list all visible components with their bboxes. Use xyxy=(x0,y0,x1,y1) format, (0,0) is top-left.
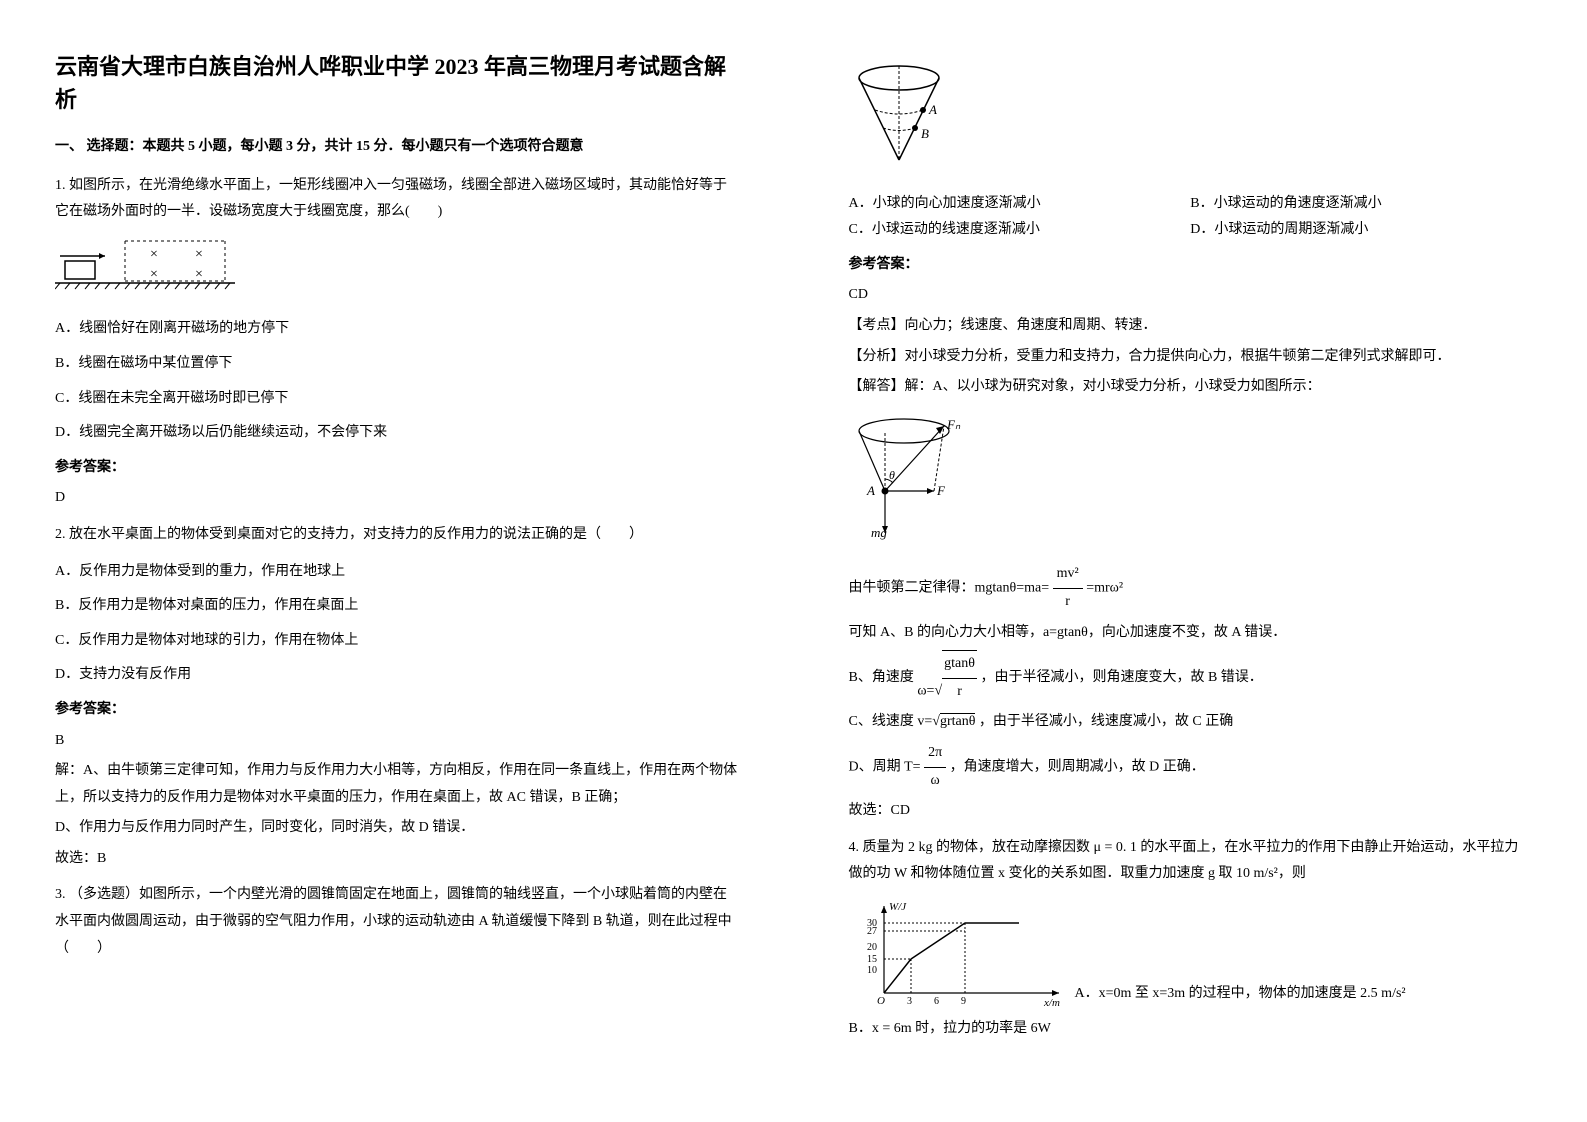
q3-solve1b: =mrω² xyxy=(1086,581,1123,596)
q1-answer: D xyxy=(55,485,739,512)
svg-text:Fₙ: Fₙ xyxy=(946,417,961,432)
svg-text:A: A xyxy=(866,483,875,498)
q3-solve-head: 【解答】解：A、以小球为研究对象，对小球受力分析，小球受力如图所示： xyxy=(849,374,1533,401)
q3-option-b: B．小球运动的角速度逐渐减小 xyxy=(1190,191,1532,218)
q3-solve4b: ，由于半径减小，线速度减小，故 C 正确 xyxy=(979,714,1233,729)
q3-kp: 【考点】向心力；线速度、角速度和周期、转速． xyxy=(849,313,1533,340)
formula-v: v=√grtanθ xyxy=(917,713,975,729)
q2-exp3: 故选：B xyxy=(55,846,739,873)
formula-omega: ω=√gtanθr xyxy=(917,650,977,705)
svg-text:×: × xyxy=(195,267,203,282)
q3-option-d: D．小球运动的周期逐渐减小 xyxy=(1190,217,1532,244)
q2-exp2: D、作用力与反作用力同时产生，同时变化，同时消失，故 D 错误． xyxy=(55,815,739,842)
left-column: 云南省大理市白族自治州人哗职业中学 2023 年高三物理月考试题含解析 一、 选… xyxy=(0,0,794,1122)
q3-analysis: 【分析】对小球受力分析，受重力和支持力，合力提供向心力，根据牛顿第二定律列式求解… xyxy=(849,344,1533,371)
q3-solve3b: ，由于半径减小，则角速度变大，故 B 错误． xyxy=(980,670,1262,685)
ytick-20: 20 xyxy=(867,942,877,953)
q3-solve3: B、角速度 ω=√gtanθr ，由于半径减小，则角速度变大，故 B 错误． xyxy=(849,650,1533,705)
q3-solve5a: D、周期 T= xyxy=(849,759,921,774)
formula-period: 2π ω xyxy=(924,740,946,794)
graph-ylabel: W/J xyxy=(889,901,907,913)
q4-option-a: A．x=0m 至 x=3m 的过程中，物体的加速度是 2.5 m/s² xyxy=(1075,981,1406,1008)
q1-answer-label: 参考答案： xyxy=(55,455,739,482)
q2-stem: 2. 放在水平桌面上的物体受到桌面对它的支持力，对支持力的反作用力的说法正确的是… xyxy=(55,522,739,549)
q2-option-a: A．反作用力是物体受到的重力，作用在地球上 xyxy=(55,559,739,586)
q2-answer-label: 参考答案： xyxy=(55,697,739,724)
q4-stem: 4. 质量为 2 kg 的物体，放在动摩擦因数 μ = 0. 1 的水平面上，在… xyxy=(849,835,1533,888)
graph-xlabel: x/m xyxy=(1043,997,1060,1008)
document-title: 云南省大理市白族自治州人哗职业中学 2023 年高三物理月考试题含解析 xyxy=(55,50,739,116)
q1-option-a: A．线圈恰好在刚离开磁场的地方停下 xyxy=(55,316,739,343)
q3-solve2: 可知 A、B 的向心力大小相等，a=gtanθ，向心加速度不变，故 A 错误． xyxy=(849,620,1533,647)
q3-option-a: A．小球的向心加速度逐渐减小 xyxy=(849,191,1191,218)
q4-graph: W/J x/m 30 27 20 15 10 O 3 6 9 xyxy=(849,898,1069,1008)
q3-solve4a: C、线速度 xyxy=(849,714,914,729)
q3-answer: CD xyxy=(849,282,1533,309)
svg-text:mg: mg xyxy=(871,525,887,540)
q1-option-b: B．线圈在磁场中某位置停下 xyxy=(55,351,739,378)
ytick-27: 27 xyxy=(867,926,877,937)
q3-solve4: C、线速度 v=√grtanθ ，由于半径减小，线速度减小，故 C 正确 xyxy=(849,709,1533,736)
svg-text:×: × xyxy=(150,247,158,262)
svg-text:B: B xyxy=(921,126,929,141)
q3-solve5: D、周期 T= 2π ω ，角速度增大，则周期减小，故 D 正确． xyxy=(849,740,1533,794)
svg-text:A: A xyxy=(928,102,937,117)
q1-diagram: × × × × xyxy=(55,236,739,307)
q3-solve5b: ，角速度增大，则周期减小，故 D 正确． xyxy=(950,759,1205,774)
section-heading: 一、 选择题：本题共 5 小题，每小题 3 分，共计 15 分．每小题只有一个选… xyxy=(55,134,739,161)
q2-exp1: 解：A、由牛顿第三定律可知，作用力与反作用力大小相等，方向相反，作用在同一条直线… xyxy=(55,758,739,811)
q3-solve1a: 由牛顿第二定律得：mgtanθ=ma= xyxy=(849,581,1050,596)
q1-stem: 1. 如图所示，在光滑绝缘水平面上，一矩形线圈冲入一匀强磁场，线圈全部进入磁场区… xyxy=(55,173,739,226)
right-column: A B A．小球的向心加速度逐渐减小 B．小球运动的角速度逐渐减小 C．小球运动… xyxy=(794,0,1587,1122)
q2-option-c: C．反作用力是物体对地球的引力，作用在物体上 xyxy=(55,628,739,655)
q3-options-row2: C．小球运动的线速度逐渐减小 D．小球运动的周期逐渐减小 xyxy=(849,217,1533,244)
q3-solve3a: B、角速度 xyxy=(849,670,914,685)
q2-answer: B xyxy=(55,728,739,755)
q3-force-diagram: θ Fₙ F mg A xyxy=(849,411,1533,552)
q1-option-c: C．线圈在未完全离开磁场时即已停下 xyxy=(55,386,739,413)
svg-text:×: × xyxy=(195,247,203,262)
xtick-9: 9 xyxy=(961,996,966,1007)
svg-text:×: × xyxy=(150,267,158,282)
q1-option-d: D．线圈完全离开磁场以后仍能继续运动，不会停下来 xyxy=(55,420,739,447)
formula-mv2r: mv² r xyxy=(1053,561,1083,615)
ytick-10: 10 xyxy=(867,965,877,976)
svg-text:O: O xyxy=(877,995,885,1007)
ytick-15: 15 xyxy=(867,954,877,965)
svg-text:F: F xyxy=(936,483,946,498)
q2-option-b: B．反作用力是物体对桌面的压力，作用在桌面上 xyxy=(55,593,739,620)
q3-answer-label: 参考答案： xyxy=(849,252,1533,279)
q3-solve6: 故选：CD xyxy=(849,798,1533,825)
q4-graph-row: W/J x/m 30 27 20 15 10 O 3 6 9 A．x=0m 至 … xyxy=(849,898,1533,1008)
q3-options-row1: A．小球的向心加速度逐渐减小 B．小球运动的角速度逐渐减小 xyxy=(849,191,1533,218)
q3-solve1: 由牛顿第二定律得：mgtanθ=ma= mv² r =mrω² xyxy=(849,561,1533,615)
q3-option-c: C．小球运动的线速度逐渐减小 xyxy=(849,217,1191,244)
svg-text:θ: θ xyxy=(889,468,895,482)
xtick-6: 6 xyxy=(934,996,939,1007)
q2-option-d: D．支持力没有反作用 xyxy=(55,662,739,689)
q4-option-b: B．x = 6m 时，拉力的功率是 6W xyxy=(849,1016,1533,1043)
xtick-3: 3 xyxy=(907,996,912,1007)
q3-cone-diagram: A B xyxy=(849,60,1533,181)
q3-stem: 3. （多选题）如图所示，一个内壁光滑的圆锥筒固定在地面上，圆锥筒的轴线竖直，一… xyxy=(55,882,739,962)
